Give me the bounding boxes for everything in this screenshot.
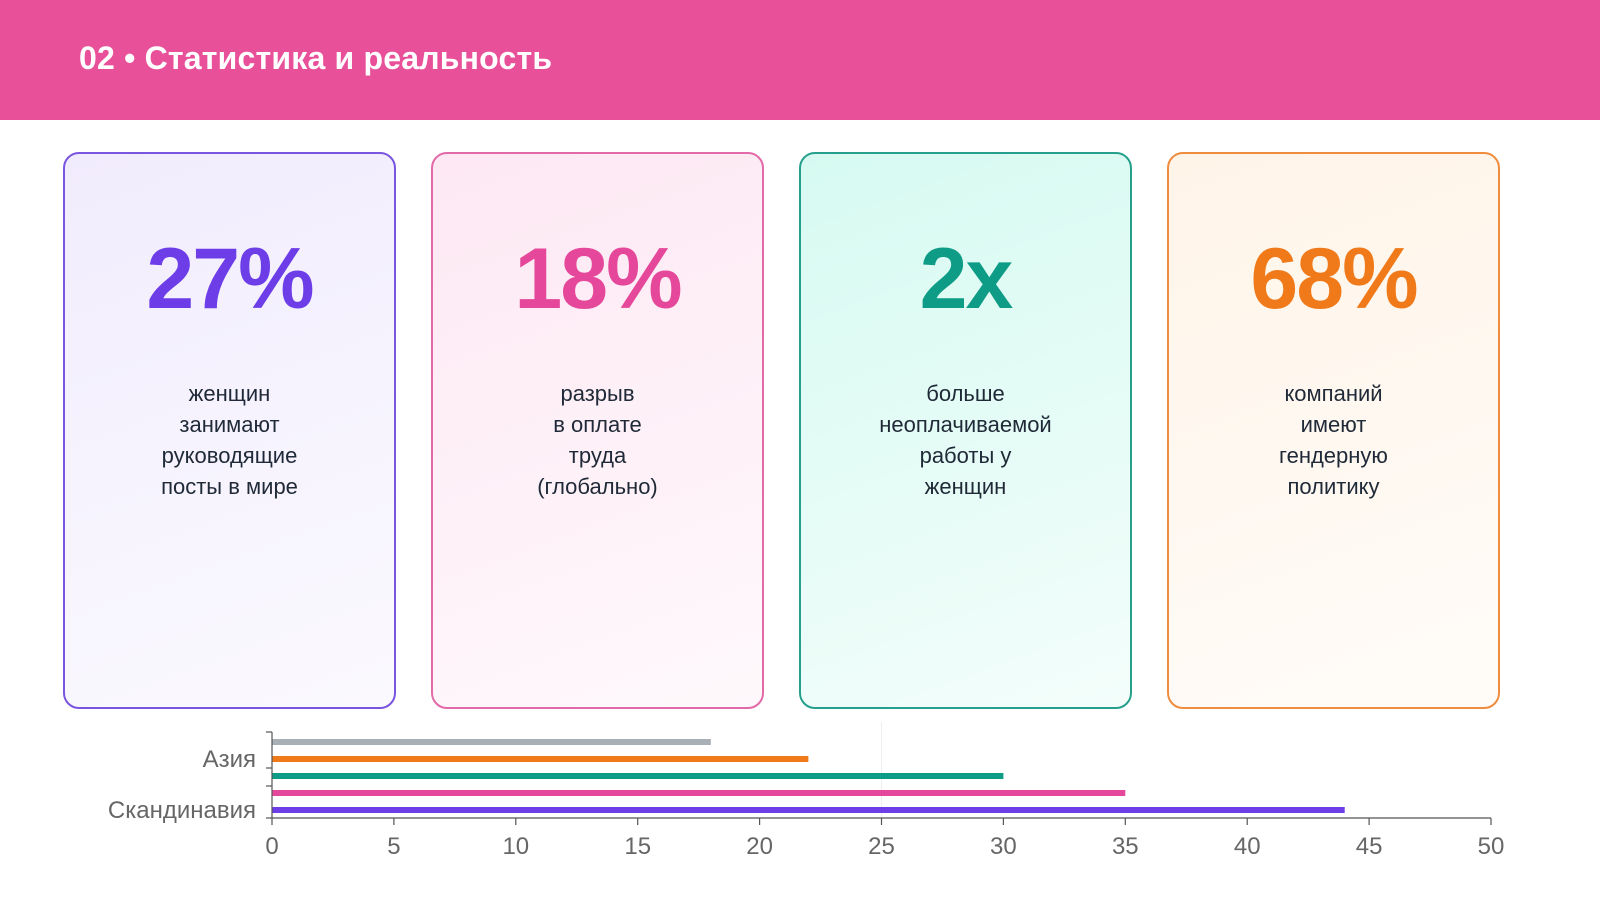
y-category-label: Азия	[203, 746, 256, 773]
stat-description-line: руководящие	[161, 443, 298, 468]
stat-description-line: в оплате	[553, 412, 642, 437]
stat-card-leadership: 27% женщин занимают руководящие посты в …	[63, 152, 396, 709]
page-title: 02 • Статистика и реальность	[79, 40, 553, 76]
x-tick-label: 30	[990, 833, 1017, 860]
x-tick-label: 50	[1478, 833, 1505, 860]
chart-bar	[272, 739, 711, 745]
stat-description-line: женщин	[924, 474, 1007, 499]
stat-description-line: (глобально)	[537, 474, 658, 499]
stat-description-line: больше	[926, 381, 1005, 406]
stat-value: 27%	[146, 231, 314, 327]
stat-description: женщин занимают руководящие посты в мире	[85, 378, 374, 502]
x-tick-label: 0	[265, 833, 278, 860]
x-tick-label: 5	[387, 833, 400, 860]
x-tick-label: 45	[1356, 833, 1383, 860]
stat-card-pay-gap: 18% разрыв в оплате труда (глобально)	[431, 152, 764, 709]
stat-description-line: женщин	[188, 381, 271, 406]
x-tick-label: 25	[868, 833, 895, 860]
stat-description-line: работы у	[919, 443, 1012, 468]
chart-bar	[272, 773, 1004, 779]
stat-description: разрыв в оплате труда (глобально)	[453, 378, 742, 502]
chart-bar	[272, 756, 809, 762]
stat-description: больше неоплачиваемой работы у женщин	[821, 378, 1110, 502]
chart-bar	[272, 790, 1126, 796]
stat-value: 68%	[1250, 231, 1418, 327]
y-category-label: Скандинавия	[108, 797, 256, 824]
stat-description-line: компаний	[1284, 381, 1383, 406]
stat-description-line: политику	[1287, 474, 1380, 499]
x-tick-label: 15	[624, 833, 651, 860]
stat-description-line: посты в мире	[161, 474, 298, 499]
stat-description: компаний имеют гендерную политику	[1189, 378, 1478, 502]
x-tick-label: 40	[1234, 833, 1261, 860]
regional-bar-chart: Скандинавия Азия 0 5 10 15 20 25 30 35 40 45 50	[108, 722, 1505, 860]
stat-card-gender-policy: 68% компаний имеют гендерную политику	[1167, 152, 1500, 709]
stat-value: 2x	[919, 231, 1014, 327]
x-tick-label: 35	[1112, 833, 1139, 860]
stat-card-unpaid-work: 2x больше неоплачиваемой работы у женщин	[799, 152, 1132, 709]
stat-description-line: занимают	[179, 412, 280, 437]
stat-description-line: труда	[568, 443, 627, 468]
x-tick-label: 10	[502, 833, 529, 860]
stat-description-line: разрыв	[560, 381, 635, 406]
stat-description-line: имеют	[1300, 412, 1367, 437]
x-tick-label: 20	[746, 833, 773, 860]
chart-bar	[272, 807, 1345, 813]
header-bar: 02 • Статистика и реальность	[0, 0, 1600, 120]
stat-value: 18%	[514, 231, 682, 327]
stat-description-line: гендерную	[1279, 443, 1388, 468]
stat-description-line: неоплачиваемой	[879, 412, 1052, 437]
